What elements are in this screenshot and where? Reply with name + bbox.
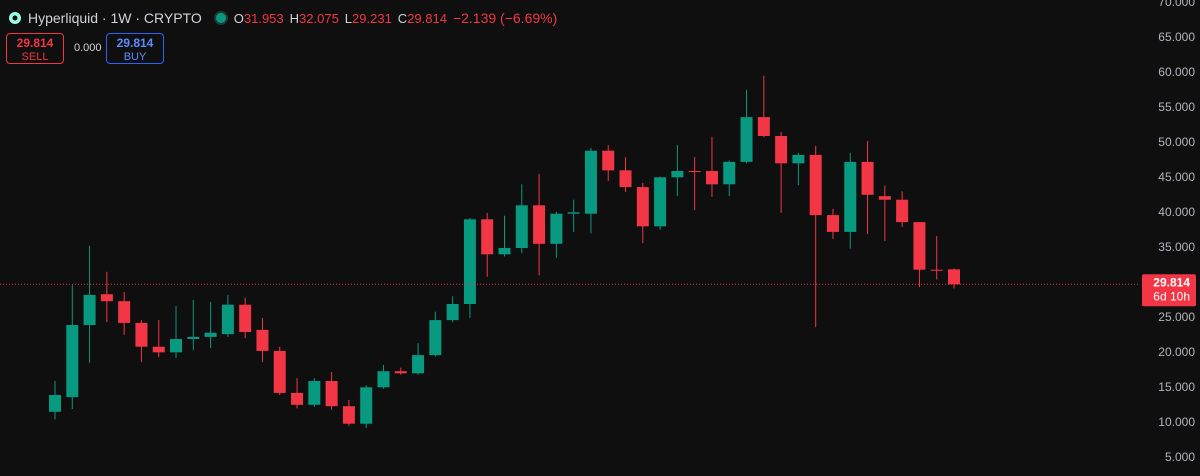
- candle-body: [913, 222, 926, 270]
- candle-body: [429, 320, 442, 356]
- ohlc-item: C29.814: [398, 11, 447, 26]
- ohlc-values: O31.953 H32.075 L29.231 C29.814: [234, 11, 453, 26]
- last-price-tag: [1142, 274, 1196, 307]
- candle-body: [826, 215, 839, 232]
- candle-body: [705, 171, 718, 185]
- ohlc-item: L29.231: [345, 11, 392, 26]
- candle-body: [533, 205, 546, 244]
- candle-body: [602, 150, 615, 171]
- candle-body: [221, 304, 234, 335]
- candle-body: [342, 406, 355, 424]
- ohlc-value: 32.075: [299, 10, 339, 26]
- candle-body: [584, 150, 597, 214]
- y-tick-label: 65.000: [1158, 30, 1195, 44]
- candle-body: [740, 117, 753, 162]
- y-tick-label: 60.000: [1158, 65, 1195, 79]
- last-price-label: 29.814: [1153, 275, 1190, 289]
- spread: 0.000: [74, 42, 102, 54]
- buy-label: BUY: [123, 51, 147, 63]
- candle-body: [619, 170, 632, 188]
- candle-body: [152, 346, 165, 353]
- y-tick-label: 70.000: [1158, 0, 1195, 9]
- y-tick-label: 45.000: [1158, 170, 1195, 184]
- price-change: −2.139 (−6.69%): [452, 10, 558, 26]
- candle-body: [809, 154, 822, 216]
- candle-body: [515, 205, 528, 249]
- candle-body: [878, 196, 891, 200]
- buy-price: 29.814: [116, 36, 154, 50]
- ohlc-item: O31.953: [234, 11, 284, 26]
- candle-body: [118, 301, 131, 323]
- candle-body: [567, 212, 580, 214]
- y-tick-label: 20.000: [1158, 345, 1195, 359]
- sell-button[interactable]: 29.814 SELL: [6, 33, 64, 64]
- candle-body: [412, 355, 425, 374]
- candle-body: [135, 322, 148, 347]
- candle-body: [204, 332, 217, 337]
- candle-body: [239, 304, 252, 333]
- sell-label: SELL: [21, 51, 49, 63]
- symbol-title[interactable]: Hyperliquid · 1W · CRYPTO: [28, 10, 202, 26]
- symbol-icon: [9, 12, 21, 24]
- ohlc-value: 29.231: [352, 10, 392, 26]
- candle-body: [930, 269, 943, 271]
- candle-body: [273, 350, 286, 393]
- candle-body: [308, 381, 321, 405]
- candle-body: [948, 269, 960, 285]
- candle-body: [498, 248, 511, 255]
- ohlc-item: H32.075: [290, 11, 339, 26]
- ohlc-key: L: [344, 10, 353, 26]
- candle-body: [83, 294, 96, 326]
- candle-body: [394, 371, 407, 374]
- candle-body: [291, 392, 304, 405]
- candle-body: [775, 136, 788, 164]
- y-tick-label: 10.000: [1158, 415, 1195, 429]
- candle-body: [636, 187, 649, 227]
- candle-body: [256, 329, 269, 351]
- y-tick-label: 50.000: [1158, 135, 1195, 149]
- candle-body: [896, 199, 909, 223]
- market-status: [213, 11, 228, 25]
- candle-body: [757, 117, 770, 137]
- candle-body: [446, 304, 459, 321]
- ohlc-key: O: [233, 10, 244, 26]
- candle-body: [688, 171, 701, 173]
- candle-body: [325, 381, 338, 407]
- candle-body: [170, 339, 183, 353]
- buy-button[interactable]: 29.814 BUY: [106, 33, 164, 64]
- candle-body: [100, 294, 113, 302]
- candle-body: [671, 171, 684, 178]
- candle-body: [723, 161, 736, 185]
- candle-body: [463, 219, 476, 305]
- y-tick-label: 40.000: [1158, 205, 1195, 219]
- candle-body: [792, 154, 805, 164]
- candle-body: [481, 219, 494, 255]
- ohlc-value: 29.814: [407, 10, 447, 26]
- candle-body: [66, 325, 79, 398]
- candle-body: [49, 395, 61, 412]
- candle-body: [654, 177, 667, 227]
- y-tick-label: 55.000: [1158, 100, 1195, 114]
- candle-body: [377, 371, 390, 388]
- y-tick-label: 15.000: [1158, 380, 1195, 394]
- ohlc-key: H: [289, 10, 300, 26]
- countdown-label: 6d 10h: [1153, 289, 1190, 303]
- legend-header: Hyperliquid · 1W · CRYPTO O31.953 H32.075…: [8, 8, 557, 28]
- y-tick-label: 5.000: [1165, 450, 1195, 464]
- candle-body: [360, 387, 373, 424]
- candle-body: [844, 161, 857, 232]
- ohlc-value: 31.953: [243, 10, 284, 26]
- candle-body: [550, 213, 563, 244]
- y-tick-label: 25.000: [1158, 310, 1195, 324]
- y-tick-label: 35.000: [1158, 240, 1195, 254]
- candle-body: [187, 336, 200, 340]
- sell-price: 29.814: [16, 36, 54, 50]
- ohlc-key: C: [397, 10, 408, 26]
- candle-body: [861, 161, 874, 195]
